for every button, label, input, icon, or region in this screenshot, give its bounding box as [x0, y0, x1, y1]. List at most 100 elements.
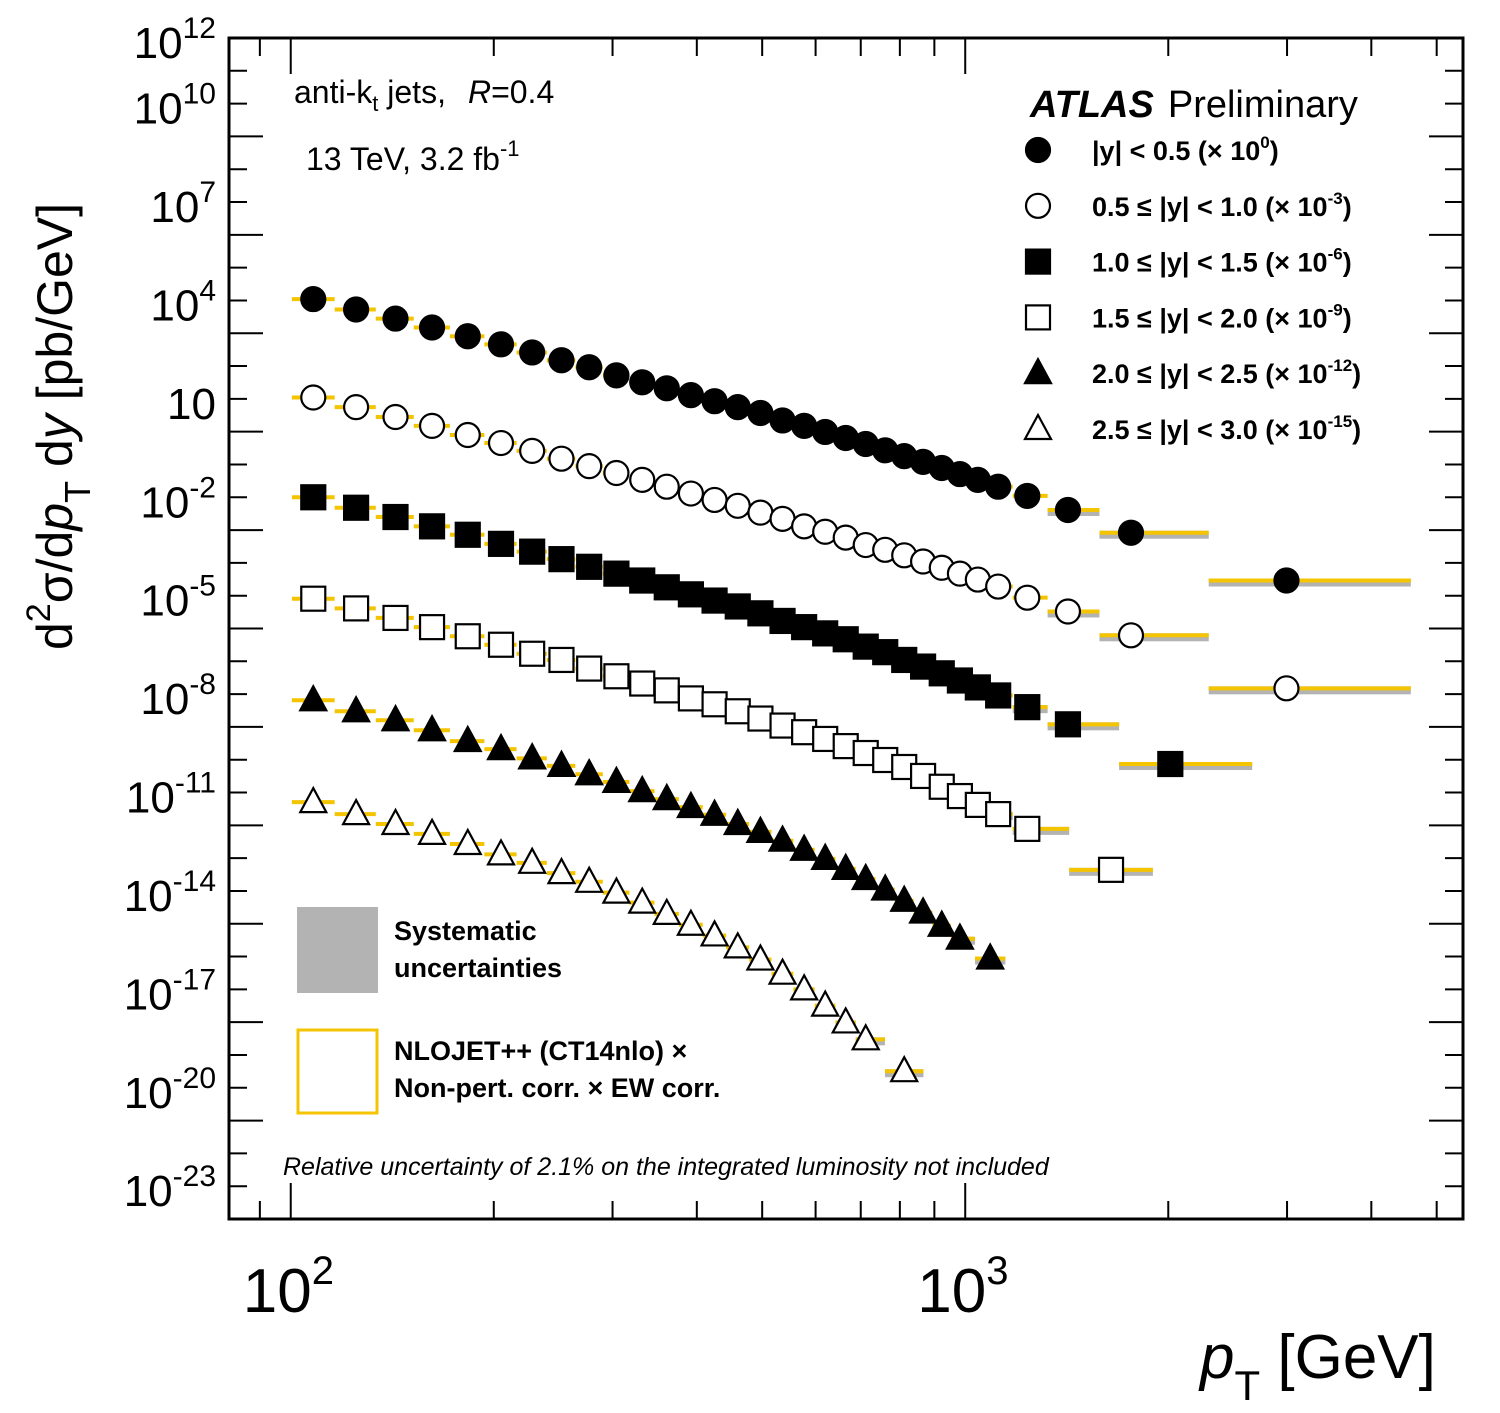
data-point: [889, 1054, 920, 1083]
data-point: [519, 339, 546, 366]
data-point: [417, 817, 447, 845]
data-point: [769, 607, 796, 635]
data-point: [767, 824, 798, 852]
data-point: [722, 931, 753, 959]
data-point: [769, 712, 796, 739]
data-point: [653, 375, 680, 402]
data-point: [517, 846, 548, 874]
data-point: [298, 683, 329, 712]
data-point: [452, 724, 483, 753]
data-point: [769, 505, 796, 532]
y-tick-label: 10-5: [140, 570, 216, 626]
data-point: [653, 677, 680, 704]
y-tick-label: 10-2: [140, 471, 216, 527]
data-point: [945, 922, 975, 950]
data-point: [629, 369, 656, 396]
legend-label: 2.0 ≤ |y| < 2.5 (× 10-12): [1092, 356, 1361, 389]
y-tick-label: 107: [150, 176, 216, 232]
data-point: [454, 421, 481, 449]
data-point: [519, 437, 546, 464]
data-point: [341, 694, 371, 723]
data-point: [699, 919, 730, 947]
data-point: [722, 807, 753, 836]
legend-label: 1.0 ≤ |y| < 1.5 (× 10-6): [1092, 245, 1352, 278]
data-point: [926, 909, 957, 937]
data-point: [546, 749, 577, 777]
data-point: [747, 705, 774, 732]
data-point: [487, 429, 515, 457]
data-point: [1054, 496, 1082, 524]
data-point: [677, 382, 704, 409]
data-point: [418, 314, 446, 341]
data-point: [701, 388, 728, 415]
data-point: [454, 521, 481, 548]
legend-marker: [1024, 304, 1052, 331]
data-point: [747, 399, 774, 427]
data-point: [975, 942, 1006, 970]
data-point: [454, 623, 481, 650]
legend-label: 0.5 ≤ |y| < 1.0 (× 10-3): [1092, 189, 1352, 222]
legend: |y| < 0.5 (× 100) 0.5 ≤ |y| < 1.0 (× 10-3…: [1023, 133, 1361, 445]
data-point: [1117, 519, 1145, 546]
data-point: [576, 553, 603, 580]
data-point: [651, 897, 682, 925]
data-point: [603, 560, 630, 587]
data-point: [724, 492, 751, 519]
y-tick-label: 10-17: [124, 963, 216, 1019]
y-tick-label: 104: [150, 274, 216, 330]
y-tick-label: 10-11: [126, 767, 216, 823]
data-point: [870, 873, 901, 901]
data-point: [546, 856, 577, 885]
data-point: [701, 691, 728, 718]
y-tick-label: 10-14: [124, 865, 216, 921]
data-point: [300, 484, 327, 511]
data-point: [418, 412, 446, 439]
data-point: [676, 790, 706, 819]
legend-marker: [1024, 248, 1052, 275]
data-point: [747, 499, 774, 526]
jet-algorithm-label: anti-kt jets, R=0.4: [294, 74, 554, 116]
data-point: [548, 546, 575, 573]
x-tick-labels: 102 103: [243, 1249, 1009, 1326]
data-point: [341, 797, 371, 826]
data-point: [699, 798, 730, 826]
data-point: [850, 1023, 881, 1051]
theory-legend-label-2: Non-pert. corr. × EW corr.: [394, 1073, 720, 1103]
data-point: [601, 876, 632, 904]
data-point: [300, 285, 327, 313]
data-point: [380, 807, 411, 836]
x-tick-label: 103: [917, 1249, 1008, 1326]
data-point: [964, 791, 991, 818]
data-point: [627, 774, 658, 803]
data-point: [1014, 584, 1041, 611]
data-point: [767, 957, 798, 985]
data-point: [1273, 675, 1300, 702]
data-point: [603, 362, 630, 389]
legend-marker: [1023, 356, 1053, 385]
data-point: [380, 703, 411, 732]
theory-legend-label: NLOJET++ (CT14nlo) ×: [394, 1036, 687, 1066]
y-tick-label: 1012: [134, 12, 216, 68]
data-point: [601, 765, 632, 794]
data-point: [701, 587, 728, 614]
data-point: [724, 593, 751, 620]
data-point: [745, 815, 776, 844]
systematic-legend-label: Systematic: [394, 916, 537, 946]
data-point: [747, 600, 774, 627]
data-point: [519, 640, 546, 667]
data-point: [517, 742, 548, 770]
y-tick-label: 10-8: [140, 668, 216, 724]
data-point: [418, 513, 446, 540]
data-point: [1054, 711, 1082, 738]
data-point: [548, 445, 575, 472]
data-point: [574, 757, 605, 786]
data-point: [487, 530, 515, 557]
data-point: [769, 407, 796, 434]
data-point: [487, 331, 515, 358]
energy-lumi-label: 13 TeV, 3.2 fb-1: [306, 136, 520, 177]
data-point: [486, 732, 516, 761]
data-point: [486, 838, 516, 866]
data-point: [342, 595, 370, 622]
legend-marker: [1023, 412, 1053, 441]
y-axis-title: d2σ/dpT dy [pb/GeV]: [20, 203, 98, 650]
